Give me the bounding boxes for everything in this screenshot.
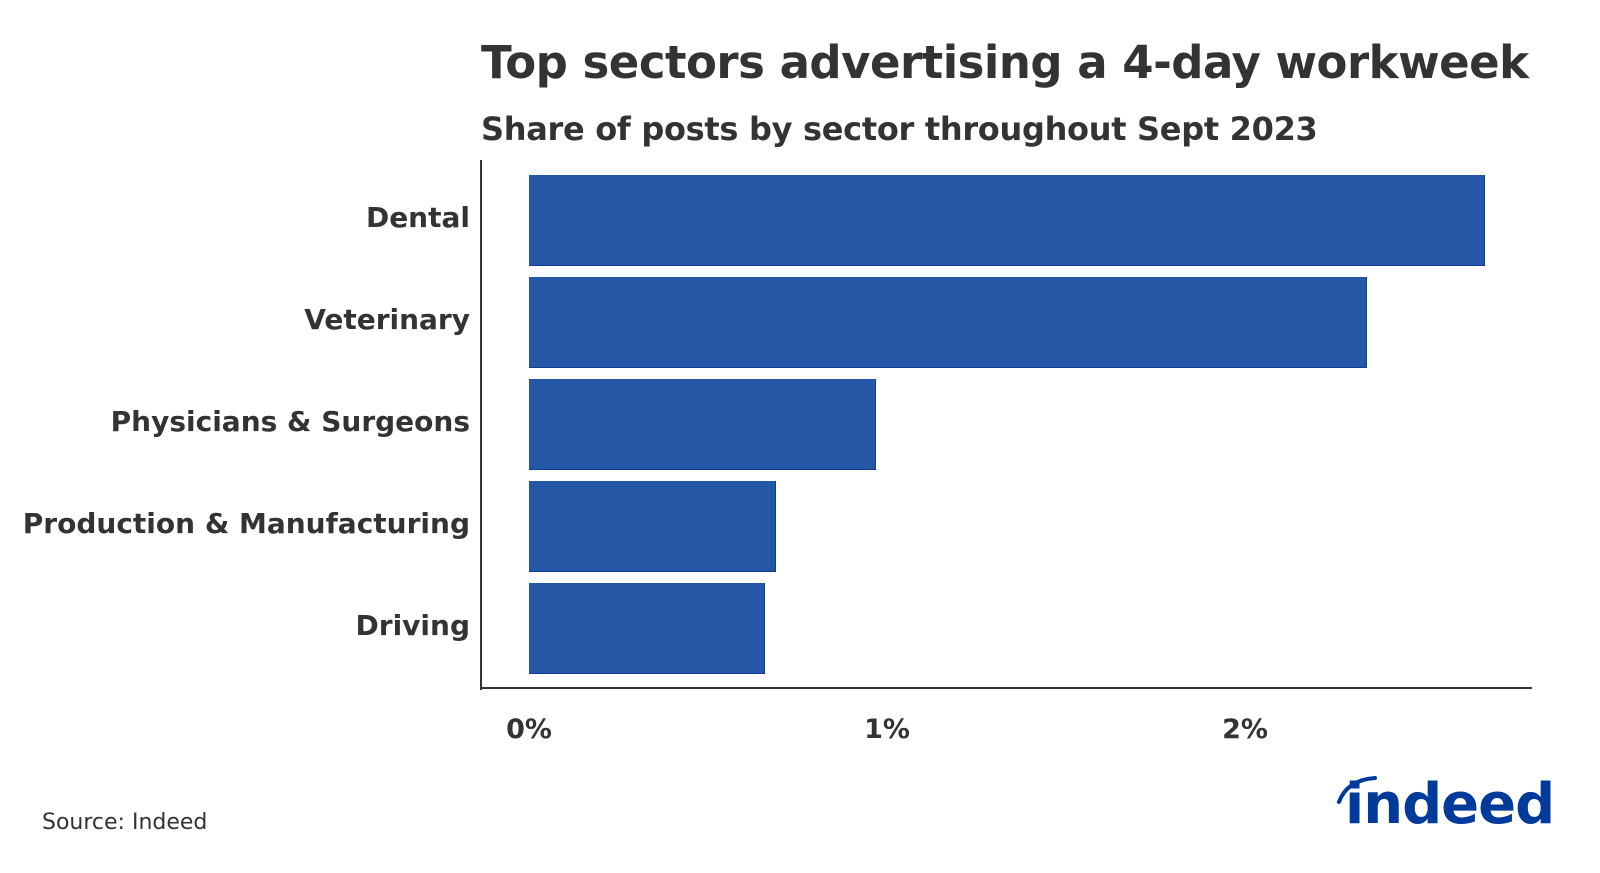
source-note: Source: Indeed	[42, 810, 208, 835]
chart-title: Top sectors advertising a 4-day workweek	[481, 36, 1529, 89]
category-label-production-manufacturing: Production & Manufacturing	[22, 507, 470, 540]
bar-veterinary	[529, 277, 1367, 368]
bar-physicians-surgeons	[529, 379, 876, 470]
indeed-logo: indeed	[1335, 772, 1555, 842]
category-label-physicians-surgeons: Physicians & Surgeons	[110, 405, 470, 438]
logo-arc-icon	[1337, 776, 1377, 804]
category-label-driving: Driving	[355, 609, 470, 642]
x-tick-label-2: 2%	[1222, 714, 1268, 745]
bar-dental	[529, 175, 1485, 266]
x-axis-line	[480, 687, 1532, 689]
x-tick-label-1: 1%	[864, 714, 910, 745]
category-label-veterinary: Veterinary	[304, 303, 470, 336]
category-label-dental: Dental	[365, 201, 470, 234]
y-axis-line	[480, 160, 482, 690]
bar-driving	[529, 583, 765, 674]
logo-wordmark: indeed	[1345, 772, 1555, 837]
x-tick-label-0: 0%	[506, 714, 552, 745]
chart-subtitle: Share of posts by sector throughout Sept…	[481, 110, 1318, 148]
bar-production-manufacturing	[529, 481, 776, 572]
